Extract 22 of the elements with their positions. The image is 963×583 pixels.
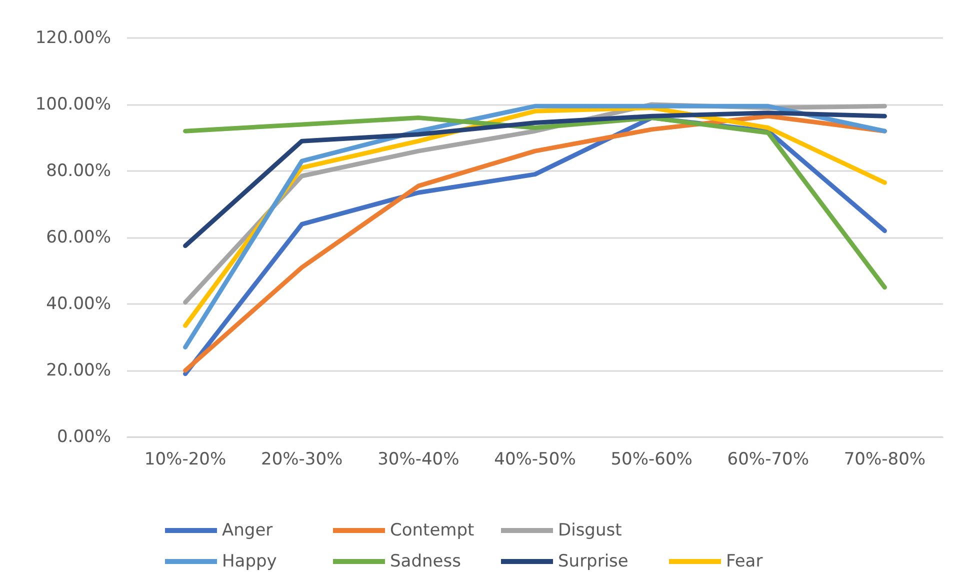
legend-label: Anger xyxy=(222,520,273,540)
x-tick-label: 40%-50% xyxy=(494,450,576,470)
y-tick-label: 120.00% xyxy=(35,28,111,48)
x-tick-label: 50%-60% xyxy=(610,450,692,470)
legend-label: Disgust xyxy=(558,520,622,540)
y-tick-label: 20.00% xyxy=(46,360,111,380)
legend-label: Happy xyxy=(222,552,277,572)
x-tick-label: 60%-70% xyxy=(727,450,809,470)
y-tick-label: 0.00% xyxy=(56,427,111,447)
legend-label: Sadness xyxy=(390,552,462,572)
y-tick-label: 80.00% xyxy=(46,161,111,181)
y-tick-label: 100.00% xyxy=(35,94,111,114)
legend-label: Contempt xyxy=(390,520,475,540)
x-tick-label: 20%-30% xyxy=(261,450,343,470)
legend-label: Fear xyxy=(726,552,763,572)
y-tick-label: 40.00% xyxy=(46,294,111,314)
y-tick-label: 60.00% xyxy=(46,228,111,248)
line-series xyxy=(183,110,887,248)
x-tick-label: 30%-40% xyxy=(378,450,460,470)
x-tick-label: 70%-80% xyxy=(844,450,926,470)
legend-label: Surprise xyxy=(558,552,628,572)
x-tick-label: 10%-20% xyxy=(144,450,226,470)
